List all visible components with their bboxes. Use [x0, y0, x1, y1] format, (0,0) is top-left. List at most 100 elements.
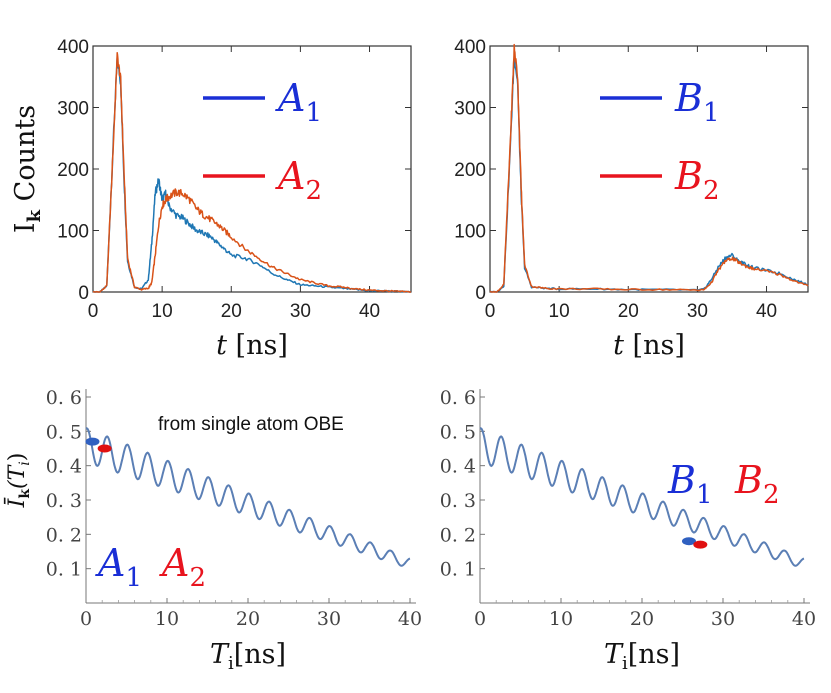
x-tick-label: 10	[549, 608, 573, 630]
y-tick-label: 300	[57, 99, 89, 120]
x-axis-label-unit: [ns]	[227, 330, 288, 361]
y-axis-label: Ik Counts	[10, 105, 45, 233]
x-tick-label: 0	[80, 608, 92, 630]
x-tick-label: 20	[630, 608, 654, 630]
legend-main: B	[674, 76, 703, 120]
x-tick-label: 20	[236, 608, 260, 630]
legend-sub: 2	[305, 176, 322, 206]
x-tick-label: 10	[155, 608, 179, 630]
y-tick-label: 100	[57, 222, 89, 243]
y-tick-label: 0. 1	[46, 559, 82, 581]
legend-sub: 2	[763, 480, 780, 510]
legend-label-A_1: A1	[275, 76, 322, 128]
y-tick-label: 0. 5	[440, 421, 476, 443]
legend-main: A	[275, 154, 305, 198]
marker-B_2	[693, 540, 708, 549]
annotation: from single atom OBE	[158, 414, 344, 435]
x-axis-label-var: T	[604, 639, 624, 670]
y-axis-label-var: Ī	[4, 497, 30, 508]
x-tick-label: 40	[792, 608, 816, 630]
y-axis-label-argsub: i	[17, 461, 33, 465]
legend-main: A	[95, 541, 125, 585]
series-line-B_2	[489, 43, 809, 293]
x-tick-label: 40	[359, 301, 380, 322]
y-tick-label: 0. 6	[46, 387, 82, 409]
legend-label-A2: A2	[159, 541, 206, 593]
legend-main: B	[734, 458, 763, 502]
y-axis-label-rest: Counts	[10, 105, 41, 210]
legend-label-B_1: B1	[674, 76, 719, 128]
legend-label-A1: A1	[95, 541, 142, 593]
legend-sub: 1	[125, 563, 142, 593]
x-tick-label: 30	[711, 608, 735, 630]
y-tick-label: 0. 1	[440, 559, 476, 581]
x-tick-label: 20	[618, 301, 639, 322]
legend-main: B	[667, 458, 696, 502]
legend-main: B	[674, 154, 703, 198]
x-axis-label-var: t	[216, 330, 227, 361]
x-tick-label: 10	[152, 301, 173, 322]
y-tick-label: 0	[78, 283, 89, 304]
legend-label-A_2: A2	[275, 154, 322, 206]
x-axis-label: t [ns]	[216, 330, 288, 361]
x-tick-label: 10	[549, 301, 570, 322]
y-tick-label: 0. 4	[440, 456, 476, 478]
legend-sub: 1	[305, 98, 322, 128]
y-tick-label: 300	[454, 99, 486, 120]
x-axis-label-unit: [ns]	[624, 330, 685, 361]
marker-A_2	[97, 444, 112, 453]
legend-main: A	[159, 541, 189, 585]
y-tick-label: 0. 4	[46, 456, 82, 478]
legend-sub: 1	[703, 98, 720, 128]
y-tick-label: 0	[475, 283, 486, 304]
y-tick-label: 0. 3	[440, 490, 476, 512]
x-tick-label: 30	[290, 301, 311, 322]
x-tick-label: 20	[221, 301, 242, 322]
theory-curve	[479, 427, 805, 567]
x-tick-label: 30	[687, 301, 708, 322]
y-tick-label: 0. 2	[46, 524, 82, 546]
legend-main: A	[275, 76, 305, 120]
x-tick-label: 0	[88, 301, 99, 322]
x-tick-label: 40	[756, 301, 777, 322]
x-axis-label-unit: [ns]	[628, 639, 680, 670]
x-axis-label-sub: i	[622, 653, 628, 674]
x-axis-label-sub: i	[228, 653, 234, 674]
marker-B_1	[681, 537, 696, 546]
x-axis-label: t [ns]	[613, 330, 685, 361]
series-line-B_1	[489, 55, 809, 293]
y-tick-label: 400	[454, 37, 486, 58]
y-tick-label: 200	[57, 160, 89, 181]
x-axis-label-var: t	[613, 330, 624, 361]
x-axis-label: Ti[ns]	[210, 639, 286, 674]
y-axis-label: Īk(Ti)	[4, 453, 33, 509]
series-line-A_2	[92, 52, 411, 293]
y-tick-label: 100	[454, 222, 486, 243]
x-axis-label-var: T	[210, 639, 230, 670]
marker-A_1	[85, 437, 100, 446]
legend-label-B2: B2	[734, 458, 779, 510]
x-axis-label: Ti[ns]	[604, 639, 680, 674]
legend-sub: 2	[703, 176, 720, 206]
y-tick-label: 0. 6	[440, 387, 476, 409]
y-axis-label-close: )	[5, 453, 30, 462]
theory-curve	[85, 427, 411, 567]
y-axis-label-arg: (T	[5, 463, 30, 489]
y-tick-label: 0. 3	[46, 490, 82, 512]
plot-frame	[489, 45, 809, 293]
panel-bottom-left: 0 10 20 30 400. 10. 20. 30. 40. 50. 6Ti[ns]Ī…	[4, 387, 422, 674]
x-tick-label: 30	[317, 608, 341, 630]
x-tick-label: 0	[474, 608, 486, 630]
y-axis-label-sub: k	[17, 489, 33, 499]
legend-sub: 2	[189, 563, 206, 593]
legend-label-B1: B1	[667, 458, 712, 510]
y-tick-label: 200	[454, 160, 486, 181]
plot-frame	[92, 45, 412, 293]
legend-sub: 1	[696, 480, 713, 510]
y-axis-label-sub: k	[24, 209, 45, 222]
y-tick-label: 400	[57, 37, 89, 58]
y-tick-label: 0. 2	[440, 524, 476, 546]
